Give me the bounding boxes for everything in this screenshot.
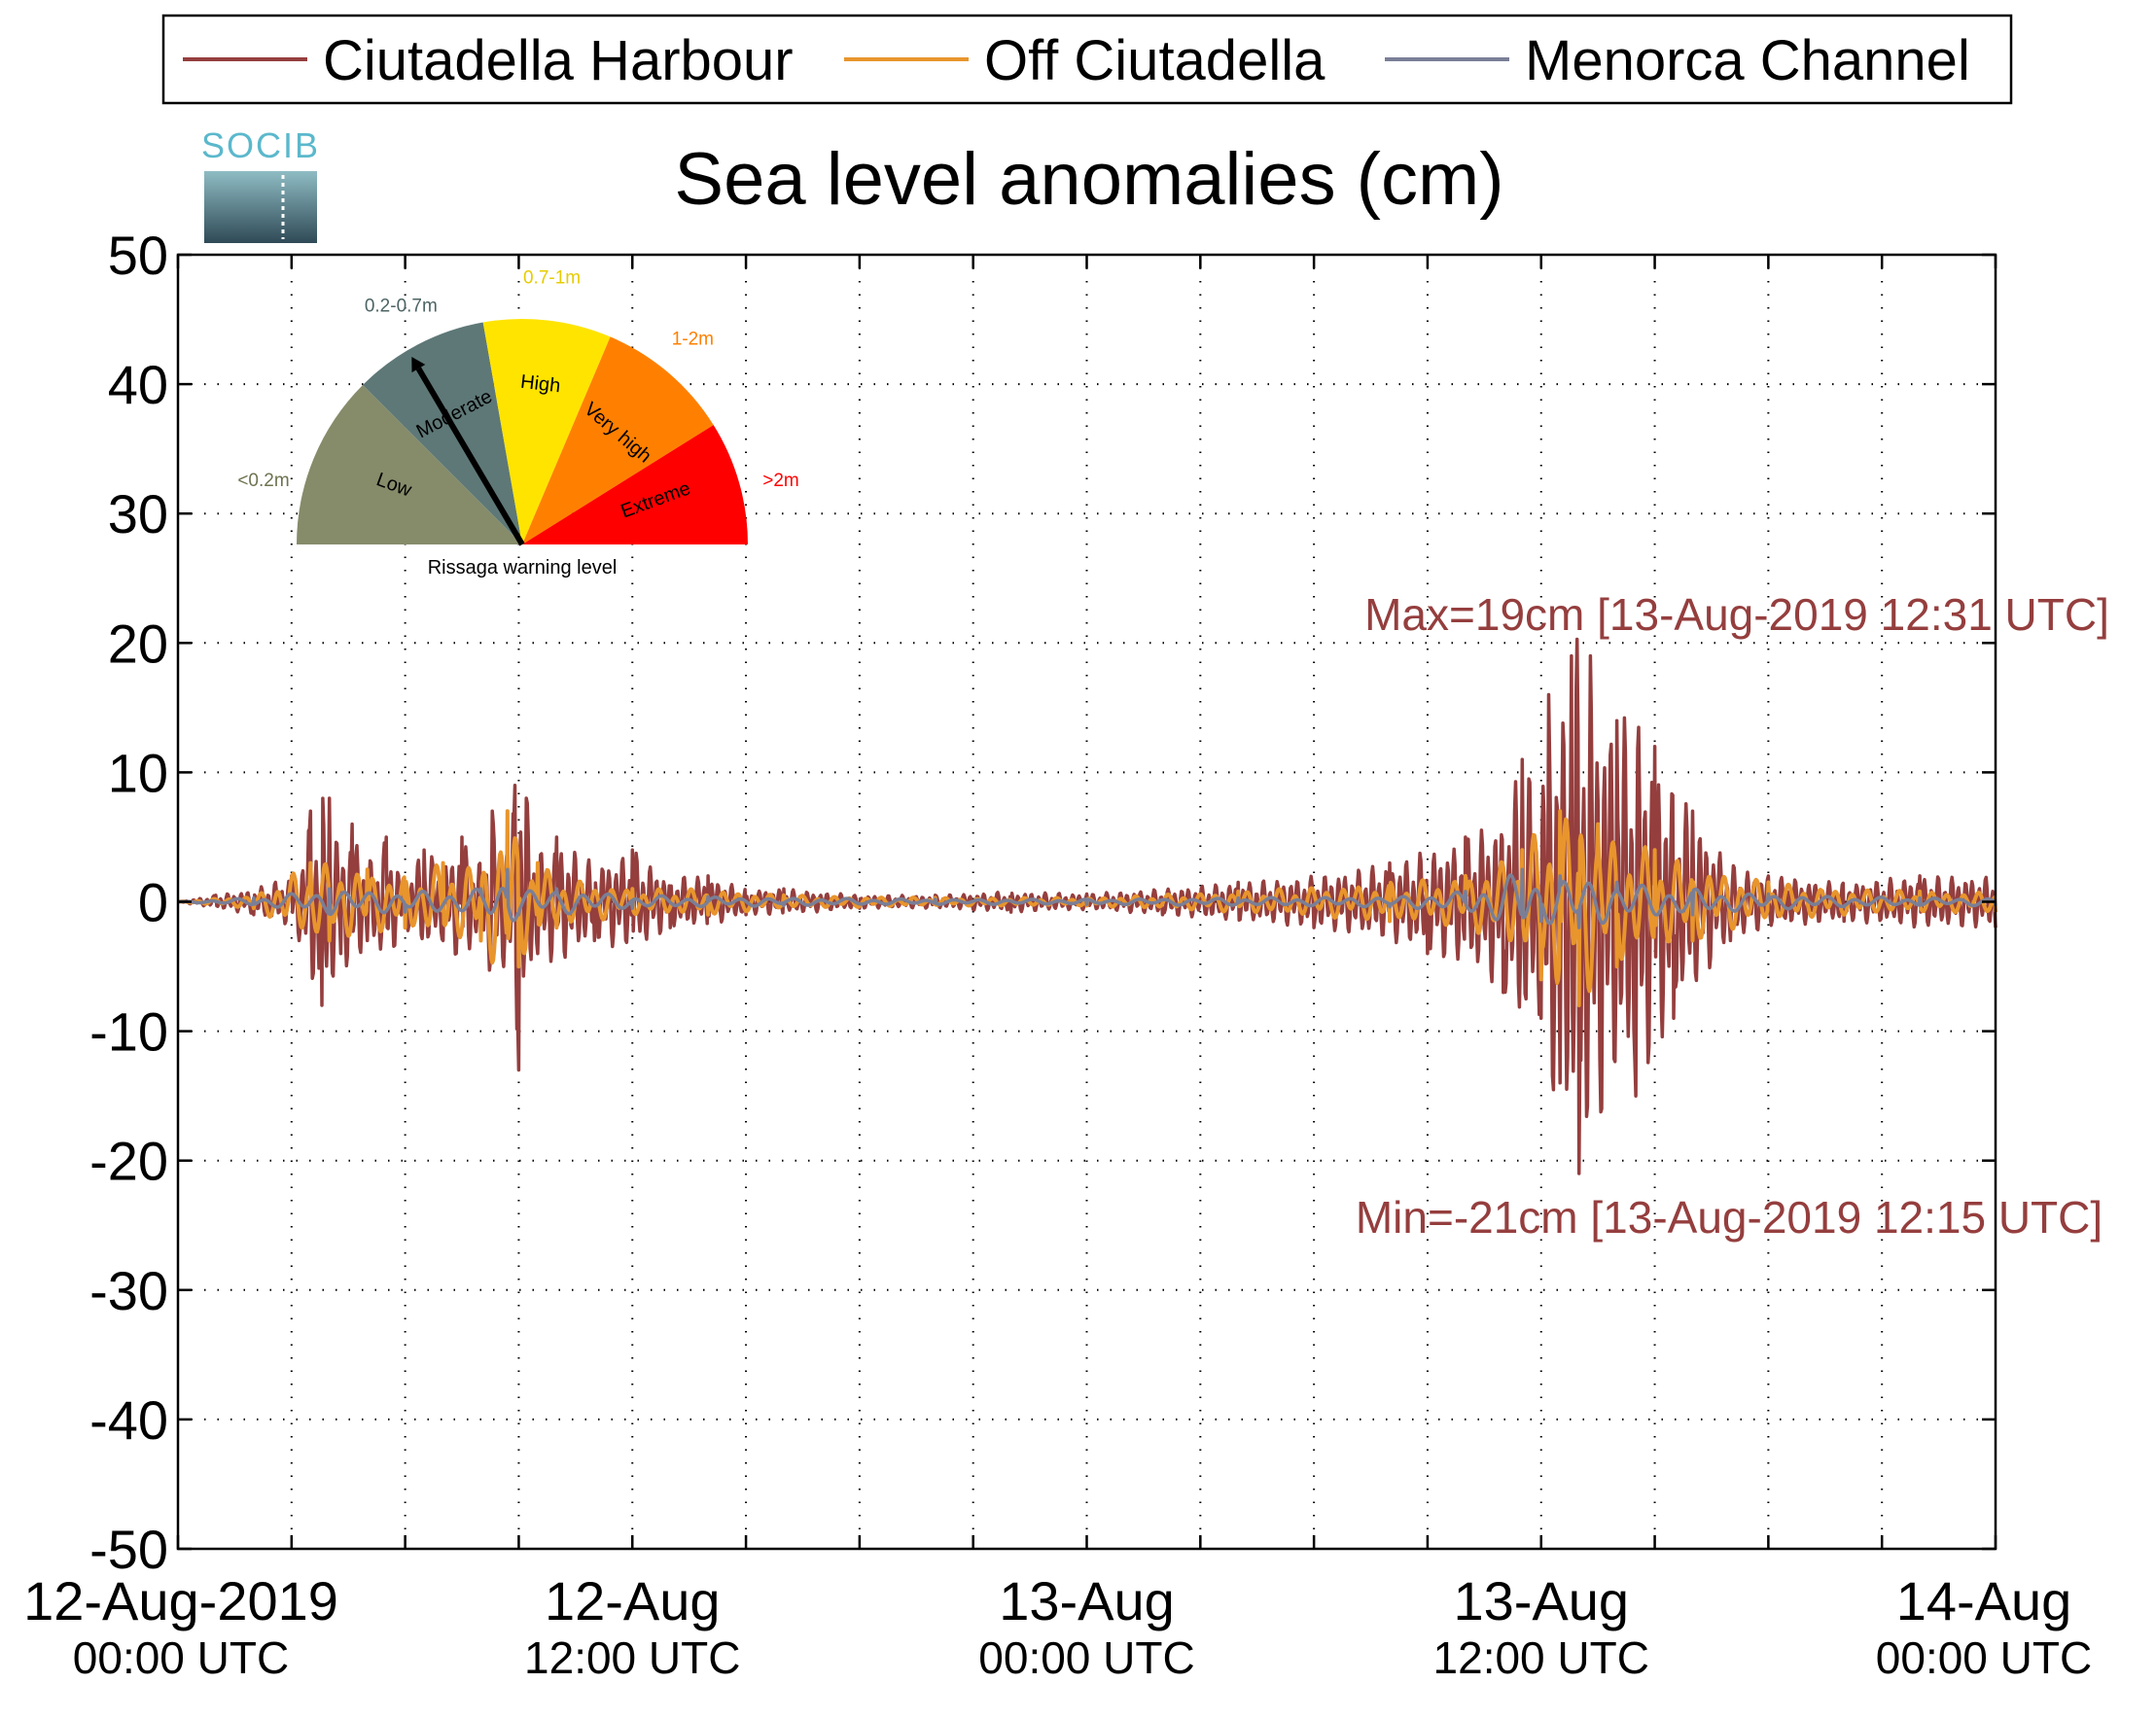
gauge-segment (297, 385, 522, 544)
gauge-caption: Rissaga warning level (428, 557, 618, 579)
x-tick-label-time: 00:00 UTC (1876, 1632, 2092, 1683)
gauge-range-label: <0.2m (237, 471, 289, 491)
legend-label: Ciutadella Harbour (323, 29, 794, 92)
x-tick-label-date: 12-Aug (545, 1570, 721, 1631)
gauge-range-label: 1-2m (672, 330, 714, 350)
legend-label: Menorca Channel (1525, 29, 1970, 92)
gauge-segment (363, 322, 522, 544)
socib-logo: SOCIB (201, 125, 320, 243)
y-tick-label: 50 (108, 225, 168, 286)
y-tick-label: 20 (108, 613, 168, 674)
y-tick-label: -30 (89, 1260, 168, 1321)
y-tick-label: 40 (108, 354, 168, 415)
y-tick-label: 30 (108, 483, 168, 544)
gauge-needle (415, 367, 525, 546)
min-annotation: Min=-21cm [13-Aug-2019 12:15 UTC] (1356, 1192, 2103, 1243)
y-tick-label: 10 (108, 742, 168, 803)
gauge-segment (482, 318, 611, 544)
socib-logo-wave-icon (204, 171, 317, 243)
gauge-range-label: 0.2-0.7m (365, 297, 438, 317)
y-tick-label: -50 (89, 1519, 168, 1580)
gauge-range-label: >2m (762, 471, 799, 491)
chart-title: Sea level anomalies (cm) (674, 138, 1503, 221)
x-tick-label-date: 14-Aug (1896, 1570, 2072, 1631)
x-tick-label-time: 12:00 UTC (524, 1632, 740, 1683)
x-tick-label-date: 13-Aug (1453, 1570, 1629, 1631)
legend: Ciutadella Harbour Off Ciutadella Menorca … (161, 14, 2013, 105)
gauge-level-label: High (519, 371, 561, 398)
annotations: Max=19cm [13-Aug-2019 12:31 UTC] Min=-21c… (1356, 589, 2109, 1243)
gauge-segment (522, 336, 714, 544)
socib-logo-text: SOCIB (201, 125, 320, 165)
y-tick-label: -20 (89, 1131, 168, 1192)
y-tick-label: -40 (89, 1389, 168, 1451)
max-annotation: Max=19cm [13-Aug-2019 12:31 UTC] (1364, 589, 2109, 640)
x-tick-label-date: 12-Aug-2019 (23, 1570, 338, 1631)
x-tick-label-date: 13-Aug (999, 1570, 1175, 1631)
y-tick-label: -10 (89, 1001, 168, 1063)
x-tick-label-time: 12:00 UTC (1433, 1632, 1649, 1683)
x-tick-label-time: 00:00 UTC (978, 1632, 1194, 1683)
series-line-3 (177, 867, 1997, 929)
gauge-range-label: 0.7-1m (523, 268, 581, 289)
y-tick-label: 0 (138, 872, 168, 933)
x-tick-label-time: 00:00 UTC (73, 1632, 289, 1683)
gauge-needle-arrow-icon (411, 357, 426, 373)
gauge-segment (522, 425, 748, 544)
series-group (177, 637, 1997, 1175)
legend-label: Off Ciutadella (984, 29, 1325, 92)
y-axis: -50 -40 -30 -20 -10 0 10 20 30 40 50 (89, 225, 1996, 1580)
